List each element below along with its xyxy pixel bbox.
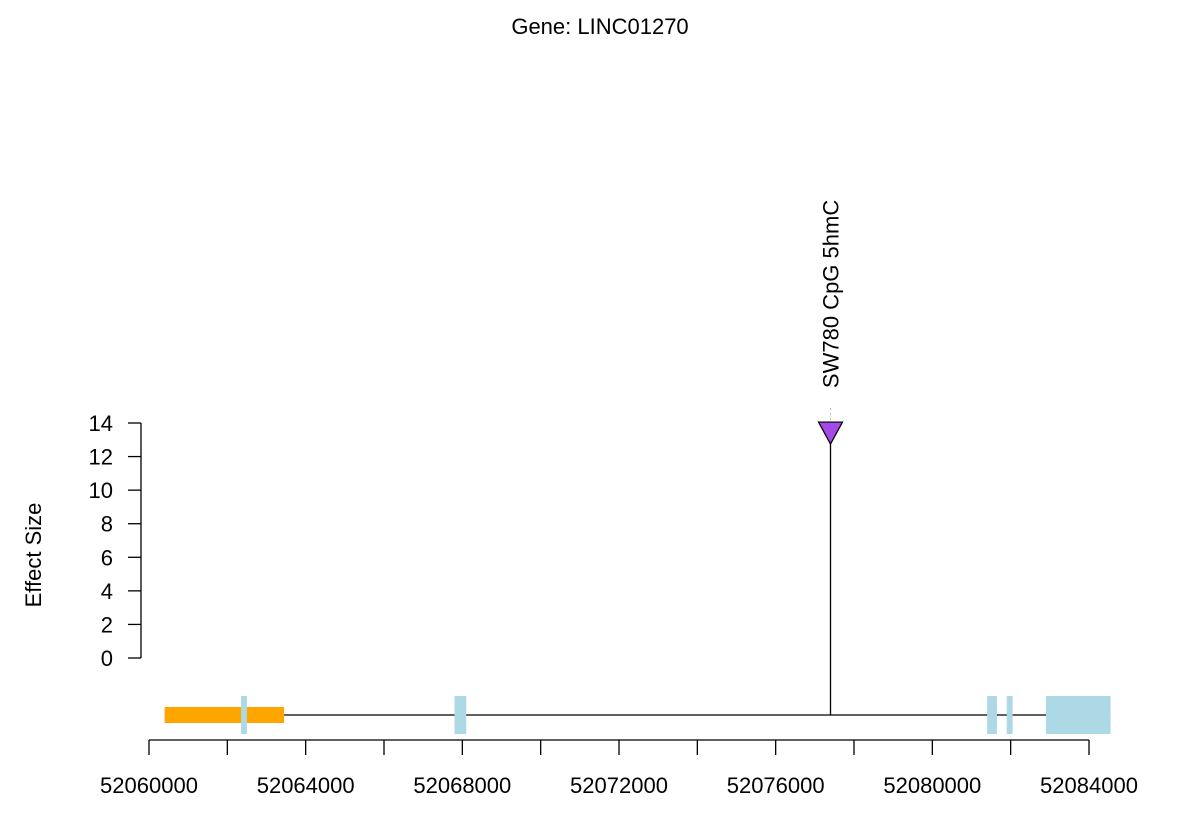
exon-block	[1045, 696, 1111, 734]
y-tick-label: 10	[89, 478, 113, 503]
y-tick-label: 12	[89, 445, 113, 470]
y-tick-label: 14	[89, 411, 113, 436]
point-marker	[817, 421, 844, 446]
y-tick-label: 4	[101, 579, 113, 604]
x-tick-label: 52072000	[570, 773, 668, 798]
x-tick-label: 52060000	[100, 773, 198, 798]
exon-block	[454, 696, 467, 734]
exon-block	[241, 696, 247, 734]
gene-track	[164, 696, 1111, 734]
y-axis: 0 2 4 6 8 10 12 14	[89, 411, 142, 671]
data-points: SW780 CpG 5hmC	[817, 200, 844, 715]
x-axis: 52060000 52064000 52068000 52072000 52076000…	[100, 739, 1138, 798]
y-tick-label: 8	[101, 512, 113, 537]
exon-block	[987, 696, 997, 734]
exon-block	[1006, 696, 1013, 734]
y-tick-label: 0	[101, 646, 113, 671]
x-tick-label: 52084000	[1040, 773, 1138, 798]
chart-title: Gene: LINC01270	[511, 14, 688, 39]
x-tick-label: 52076000	[727, 773, 825, 798]
x-tick-label: 52064000	[257, 773, 355, 798]
x-tick-label: 52080000	[883, 773, 981, 798]
y-tick-label: 6	[101, 545, 113, 570]
point-label: SW780 CpG 5hmC	[819, 200, 844, 388]
y-tick-label: 2	[101, 612, 113, 637]
y-axis-label: Effect Size	[21, 503, 46, 608]
x-tick-label: 52068000	[413, 773, 511, 798]
utr-block	[164, 707, 285, 723]
